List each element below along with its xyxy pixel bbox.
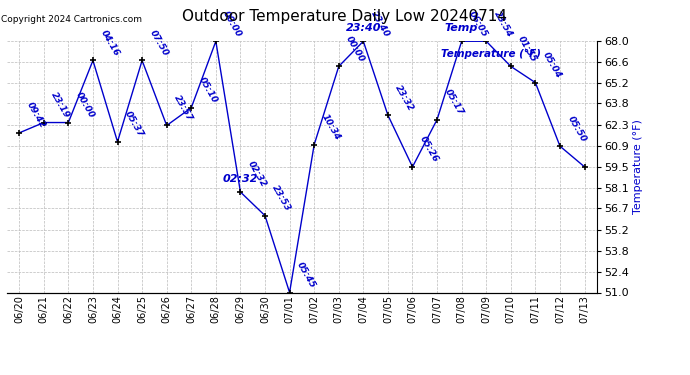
Text: 05:26: 05:26: [418, 135, 440, 164]
Text: 02:32: 02:32: [246, 160, 268, 189]
Text: 04:16: 04:16: [99, 28, 121, 58]
Text: 05:17: 05:17: [442, 87, 465, 117]
Text: 09:42: 09:42: [25, 101, 47, 130]
Text: 06:05: 06:05: [467, 9, 489, 39]
Text: 05:37: 05:37: [123, 110, 145, 139]
Text: 23:40: 23:40: [369, 9, 391, 39]
Text: 23:53: 23:53: [270, 184, 293, 213]
Text: 05:10: 05:10: [197, 76, 219, 105]
Text: 05:50: 05:50: [566, 114, 588, 143]
Text: Temperature (°F): Temperature (°F): [440, 49, 540, 59]
Text: 23:19: 23:19: [49, 90, 72, 120]
Text: 02:32: 02:32: [223, 174, 258, 184]
Text: 00:00: 00:00: [74, 90, 96, 120]
Text: 07:50: 07:50: [148, 28, 170, 58]
Text: 05:04: 05:04: [541, 51, 563, 80]
Text: 23:54: 23:54: [492, 9, 514, 39]
Text: 05:45: 05:45: [295, 260, 317, 290]
Text: 10:34: 10:34: [319, 112, 342, 142]
Text: 23:32: 23:32: [393, 83, 415, 112]
Text: 23:57: 23:57: [172, 93, 195, 123]
Text: 00:00: 00:00: [221, 9, 244, 39]
Text: 00:00: 00:00: [344, 34, 366, 64]
Text: 23:40: 23:40: [346, 23, 381, 33]
Y-axis label: Temperature (°F): Temperature (°F): [633, 119, 643, 214]
Text: Temp: Temp: [445, 23, 478, 33]
Text: Outdoor Temperature Daily Low 20240714: Outdoor Temperature Daily Low 20240714: [182, 9, 508, 24]
Text: 01:55: 01:55: [516, 34, 538, 64]
Text: Copyright 2024 Cartronics.com: Copyright 2024 Cartronics.com: [1, 15, 142, 24]
